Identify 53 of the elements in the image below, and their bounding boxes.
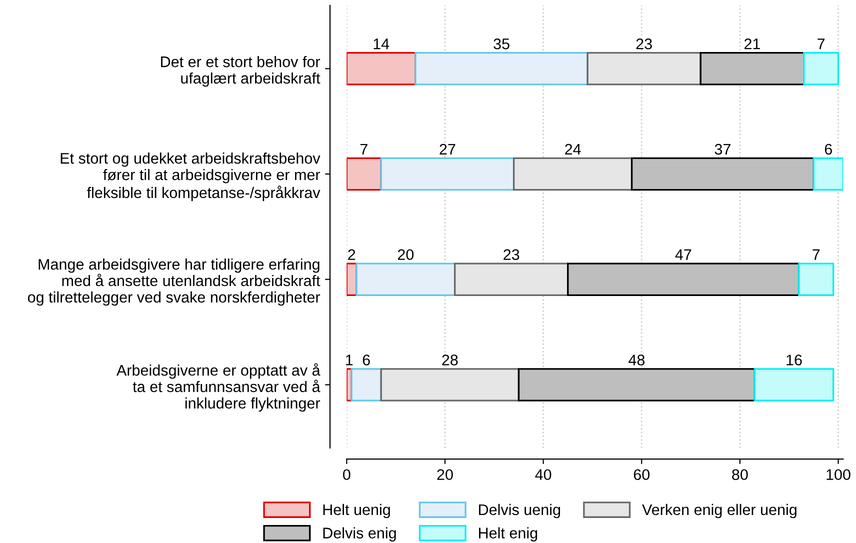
data-label: 37 (714, 144, 730, 155)
legend-label: Delvis enig (323, 527, 396, 542)
bar (380, 157, 515, 191)
legend-label: Helt enig (479, 527, 538, 542)
bar (346, 52, 416, 86)
data-label: 1 (346, 354, 353, 366)
data-label: 23 (636, 38, 652, 50)
bar (414, 52, 588, 86)
data-label: 21 (744, 38, 760, 50)
data-label: 14 (374, 38, 390, 50)
data-label: 16 (786, 354, 802, 366)
data-label: 7 (818, 38, 825, 50)
data-label: 7 (360, 144, 368, 155)
bar (454, 262, 569, 296)
x-tick-label: 100 (826, 469, 850, 480)
data-label: 20 (398, 249, 414, 260)
x-tick-label: 40 (535, 469, 552, 480)
data-label: 48 (628, 354, 645, 366)
bar (803, 52, 840, 86)
bar (346, 157, 382, 191)
legend-label: Verken enig eller uenig (642, 504, 796, 518)
data-label: 6 (824, 144, 832, 155)
legend-label: Helt uenig (323, 504, 390, 518)
bar (518, 368, 756, 402)
bar (380, 368, 520, 402)
data-label: 27 (440, 144, 456, 155)
y-tick-label: Et stort og udekket arbeidskraftsbehov fører til at arbeidsgiverne er mer fleksible til kompetanse-/språkkrav (60, 152, 320, 202)
y-tick-label: Arbeidsgiverne er opptatt av å ta et samfunnsansvar ved å inkludere flyktninger (116, 363, 320, 412)
data-label: 35 (494, 38, 510, 50)
data-label: 28 (442, 354, 458, 366)
bar (350, 368, 382, 402)
bar (356, 262, 456, 296)
bar (567, 262, 800, 296)
x-tick-label: 60 (634, 469, 650, 480)
bar (630, 157, 814, 191)
bar (512, 157, 633, 191)
data-label: 2 (348, 249, 356, 260)
bar (586, 52, 702, 86)
y-tick-label: Det er et stort behov for ufaglært arbeidskraft (161, 56, 320, 87)
bar (754, 368, 834, 402)
data-label: 23 (504, 249, 520, 260)
y-tick-label: Mange arbeidsgivere har tidligere erfaring med å ansette utenlandsk arbeidskraft og tilrettelegger ved svake norskferdigheter (28, 258, 320, 306)
x-tick-label: 20 (437, 469, 453, 480)
data-label: 47 (675, 249, 692, 260)
data-label: 7 (812, 249, 820, 260)
legend-label: Delvis uenig (479, 504, 560, 518)
x-tick-label: 0 (343, 469, 350, 480)
bar (798, 262, 834, 296)
data-label: 24 (565, 144, 581, 155)
x-tick-label: 80 (732, 469, 748, 480)
bar (700, 52, 805, 86)
data-label: 6 (362, 354, 370, 366)
bar (812, 157, 844, 191)
